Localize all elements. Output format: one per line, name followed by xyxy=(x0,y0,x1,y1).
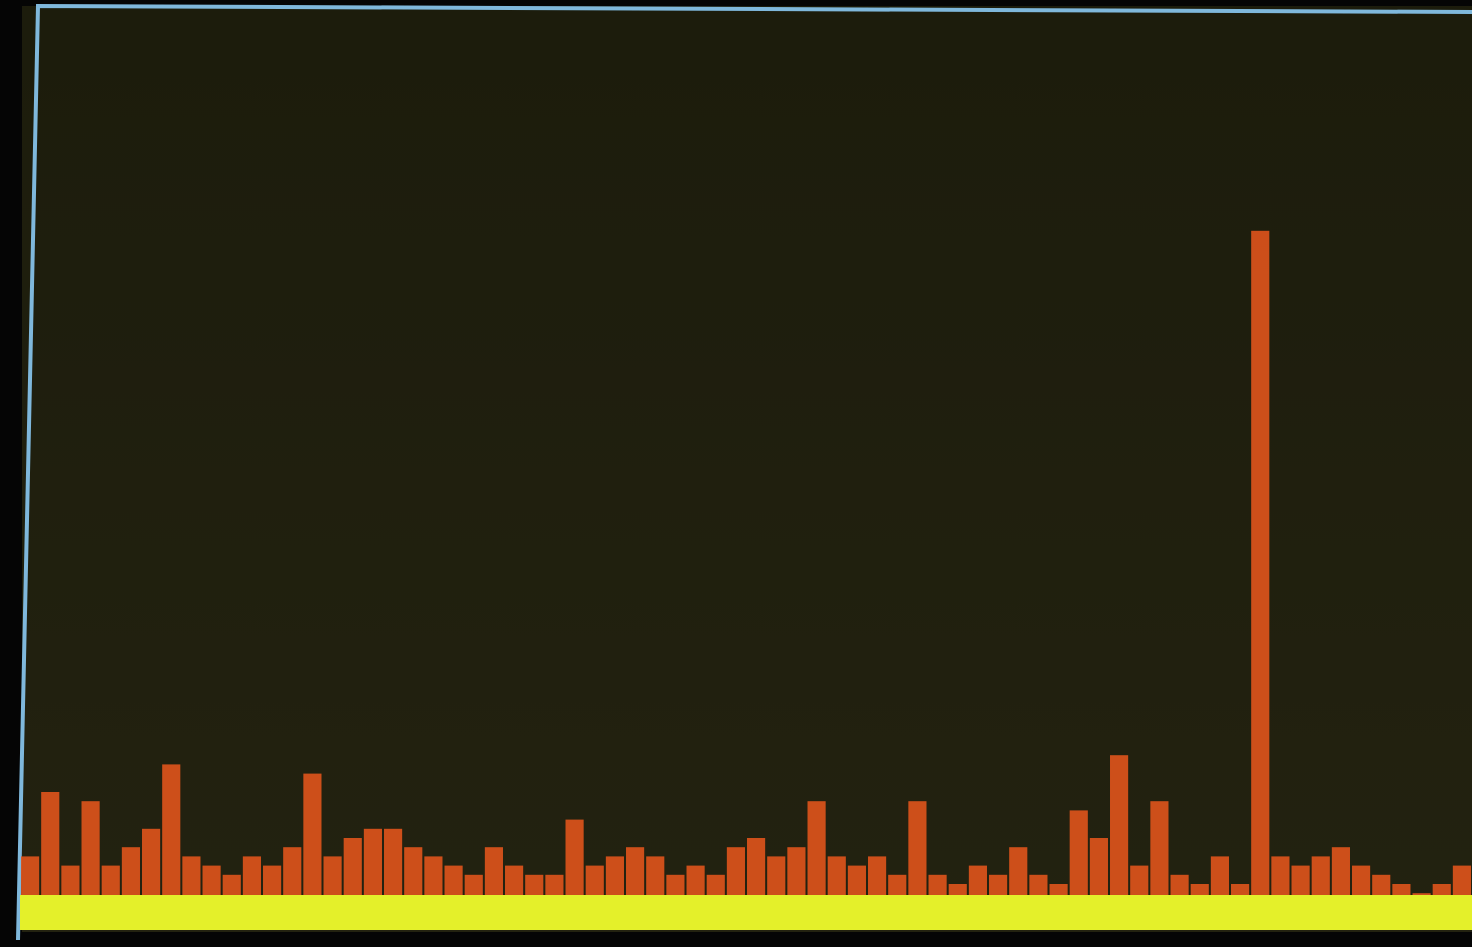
spectrum-bar xyxy=(1110,755,1129,930)
display-panel xyxy=(22,6,1472,932)
screen-border xyxy=(16,3,1472,941)
noise-floor-band xyxy=(20,895,1472,930)
spectrum-bar xyxy=(162,764,181,930)
spectrum-bar xyxy=(1251,230,1270,931)
spectrum-bar xyxy=(303,773,322,930)
